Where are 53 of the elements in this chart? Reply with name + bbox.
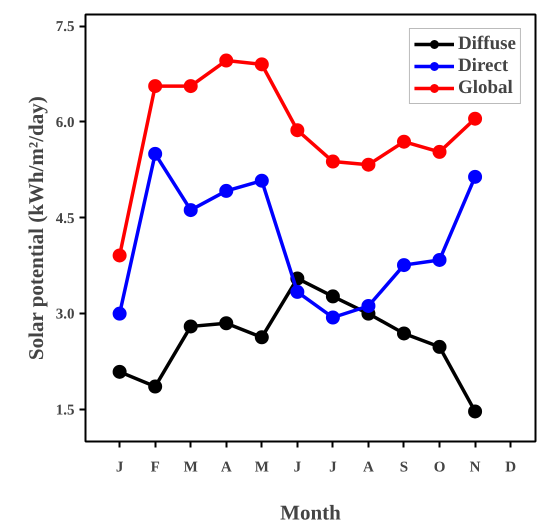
x-tick-label: A: [363, 460, 374, 476]
point: [326, 154, 340, 169]
point: [468, 404, 482, 418]
point: [432, 340, 447, 354]
point: [219, 316, 234, 330]
point: [148, 79, 162, 94]
x-tick-label: M: [254, 460, 269, 476]
point: [396, 134, 411, 149]
x-tick-label: J: [329, 460, 338, 476]
point: [112, 306, 127, 321]
legend-label: Direct: [458, 55, 508, 77]
point: [468, 112, 482, 126]
point: [254, 57, 269, 72]
point: [112, 248, 127, 262]
x-tick-label: J: [116, 460, 124, 476]
point: [326, 310, 340, 324]
point: [184, 319, 198, 334]
point: [254, 174, 269, 188]
point: [148, 146, 162, 161]
x-tick-label: F: [150, 460, 160, 476]
x-tick-label: N: [470, 460, 481, 476]
y-tick-label: 6.0: [56, 114, 74, 131]
y-axis-title: Solar potential (kWh/m²/day): [24, 96, 48, 360]
point: [396, 326, 411, 340]
y-tick-label: 4.5: [56, 210, 74, 227]
point: [432, 252, 447, 267]
point: [361, 158, 376, 172]
point: [219, 184, 234, 198]
point: [396, 258, 411, 272]
point: [148, 380, 162, 394]
point: [432, 144, 447, 159]
point: [184, 79, 198, 94]
y-tick-label: 7.5: [56, 19, 74, 36]
y-tick-label: 1.5: [56, 402, 74, 419]
point: [361, 299, 376, 313]
x-tick-label: D: [505, 460, 516, 476]
x-tick-label: S: [400, 460, 408, 476]
point: [290, 123, 304, 138]
y-tick-label: 3.0: [56, 306, 74, 323]
x-tick-label: M: [184, 460, 198, 476]
x-axis-title: Month: [280, 500, 342, 524]
point: [219, 54, 234, 68]
point: [184, 203, 198, 218]
point: [112, 364, 127, 379]
legend-label: Global: [458, 77, 513, 99]
x-tick-label: J: [294, 460, 302, 476]
x-tick-label: O: [434, 460, 446, 476]
point: [468, 170, 482, 184]
point: [326, 289, 340, 304]
point: [254, 330, 269, 344]
legend-label: Diffuse: [458, 33, 516, 55]
point: [290, 284, 304, 299]
x-tick-label: A: [220, 460, 232, 476]
